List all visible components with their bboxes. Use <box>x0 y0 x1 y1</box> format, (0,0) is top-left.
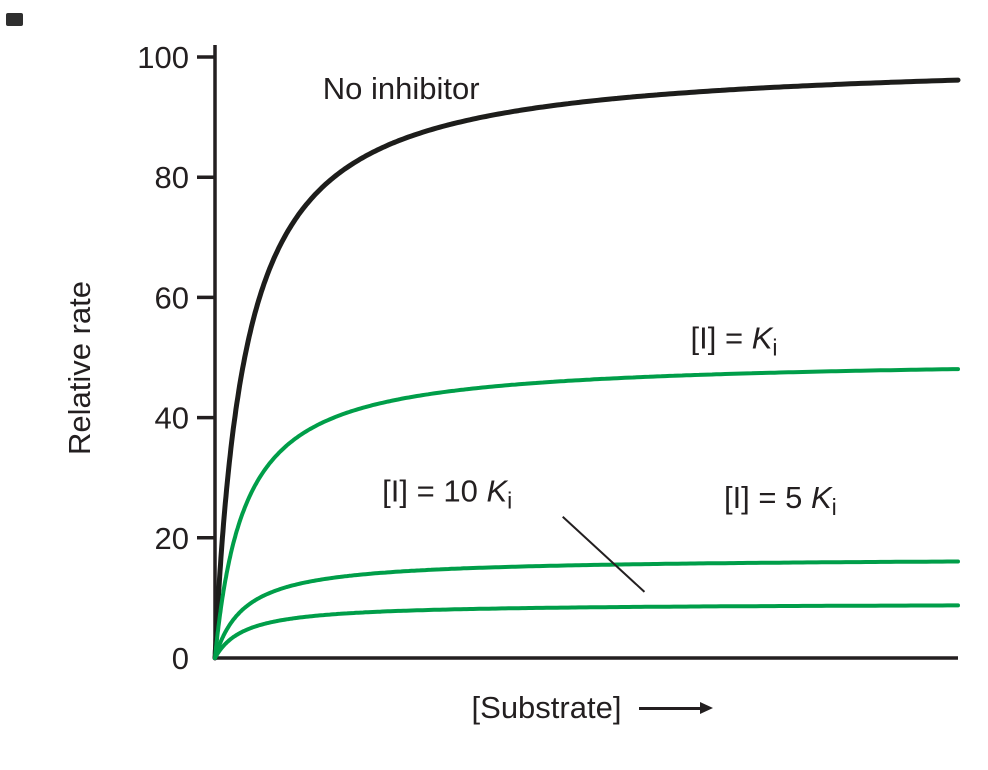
y-tick-label: 20 <box>155 521 189 556</box>
right-arrow-icon <box>639 701 714 714</box>
y-tick-label: 80 <box>155 160 189 195</box>
y-tick-label: 40 <box>155 401 189 436</box>
x-axis-title-row: [Substrate] <box>215 690 958 726</box>
y-axis-title: Relative rate <box>62 280 97 455</box>
curve-i-equals-10ki <box>213 603 960 660</box>
corner-artifact-mark <box>6 13 23 26</box>
y-tick-label: 0 <box>172 641 189 676</box>
curve-label-no-inhibitor: No inhibitor <box>323 71 480 106</box>
curve-label-i-equals-ki: [I] = Ki <box>691 320 778 360</box>
curve-i-equals-ki <box>213 367 960 660</box>
curve-label-i-equals-5ki: [I] = 5 Ki <box>724 480 837 520</box>
curve-label-i-equals-10ki: [I] = 10 Ki <box>382 474 512 514</box>
callout-line <box>562 516 646 593</box>
curve-no-inhibitor <box>212 77 961 661</box>
y-tick-label: 100 <box>137 40 189 75</box>
y-tick-label: 60 <box>155 280 189 315</box>
x-axis-title: [Substrate] <box>471 690 622 725</box>
curve-i-equals-5ki <box>213 559 960 660</box>
